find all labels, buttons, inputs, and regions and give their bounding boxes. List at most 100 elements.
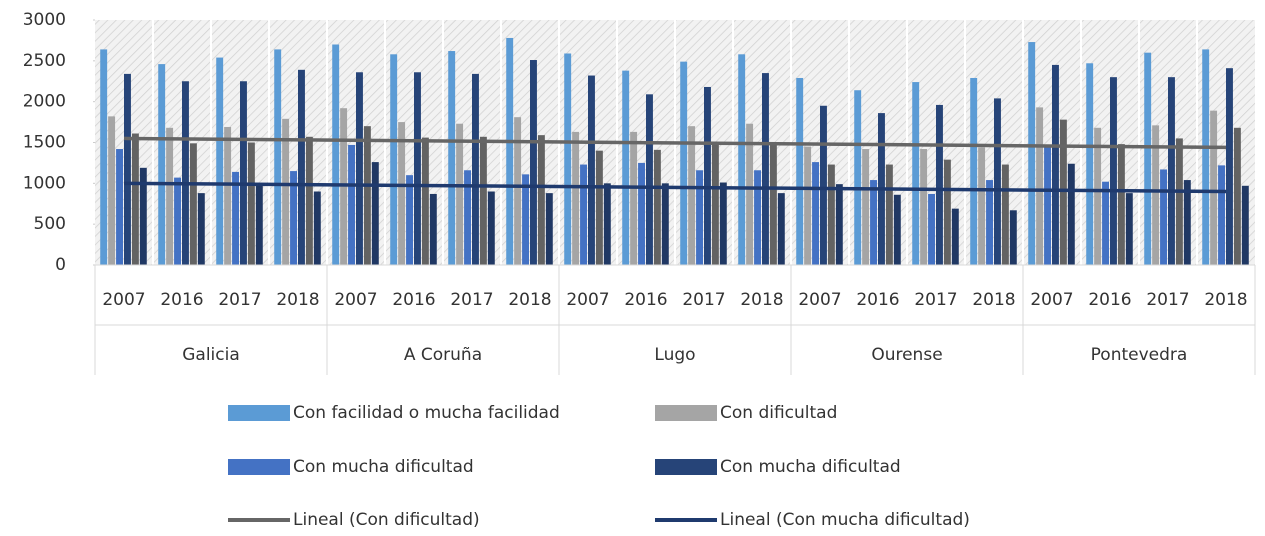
bar bbox=[1226, 68, 1233, 265]
x-tick-label: 2018 bbox=[740, 290, 783, 310]
bar bbox=[139, 167, 147, 265]
bar bbox=[812, 162, 819, 265]
legend-swatch bbox=[655, 405, 717, 421]
bar bbox=[448, 51, 456, 266]
bar bbox=[580, 164, 587, 265]
bar bbox=[305, 136, 313, 265]
bar bbox=[189, 143, 197, 265]
bar bbox=[232, 171, 239, 265]
bar bbox=[1001, 164, 1009, 265]
bar bbox=[1125, 193, 1133, 265]
x-tick-label: 2017 bbox=[914, 290, 957, 310]
legend-label: Con mucha dificultad bbox=[293, 457, 474, 477]
bar bbox=[661, 183, 669, 265]
legend-label: Lineal (Con dificultad) bbox=[293, 510, 480, 530]
bar bbox=[893, 194, 901, 265]
bar bbox=[514, 117, 522, 265]
bar bbox=[912, 82, 920, 265]
bar bbox=[951, 208, 959, 265]
bar bbox=[124, 73, 131, 266]
bar bbox=[746, 123, 754, 265]
bar bbox=[1152, 125, 1160, 265]
x-tick-label: 2007 bbox=[102, 290, 145, 310]
bar bbox=[804, 146, 812, 265]
bar bbox=[166, 127, 174, 265]
y-tick-label: 3000 bbox=[23, 10, 66, 30]
group-label: A Coruña bbox=[404, 345, 482, 365]
bar bbox=[1183, 180, 1191, 265]
bar bbox=[688, 126, 696, 266]
bar bbox=[216, 57, 224, 265]
bar bbox=[564, 53, 572, 265]
bar bbox=[472, 73, 479, 266]
bar bbox=[1044, 147, 1051, 265]
bar bbox=[603, 183, 611, 265]
bar bbox=[1028, 42, 1036, 265]
bar bbox=[398, 122, 406, 265]
bar bbox=[522, 174, 529, 265]
bar bbox=[456, 123, 464, 265]
group-label: Galicia bbox=[182, 345, 240, 365]
x-tick-label: 2017 bbox=[450, 290, 493, 310]
bar bbox=[711, 142, 719, 265]
bar bbox=[506, 37, 514, 265]
legend-label: Lineal (Con mucha dificultad) bbox=[720, 510, 970, 530]
bar bbox=[622, 70, 630, 265]
x-tick-label: 2007 bbox=[566, 290, 609, 310]
x-tick-label: 2016 bbox=[160, 290, 203, 310]
bar bbox=[332, 44, 340, 265]
bar bbox=[1009, 210, 1017, 265]
bar bbox=[158, 64, 166, 265]
trendline bbox=[123, 136, 1227, 150]
legend-swatch bbox=[228, 459, 290, 475]
bar bbox=[1160, 169, 1167, 265]
bar bbox=[680, 61, 688, 266]
bar bbox=[131, 133, 139, 265]
y-tick-label: 0 bbox=[55, 255, 66, 275]
bar bbox=[274, 49, 282, 266]
bar bbox=[994, 98, 1001, 266]
bar bbox=[348, 144, 355, 265]
bar bbox=[638, 162, 645, 265]
y-tick-label: 2500 bbox=[23, 51, 66, 71]
bar bbox=[108, 116, 116, 265]
bar bbox=[646, 94, 653, 265]
legend-label: Con dificultad bbox=[720, 403, 837, 423]
bar bbox=[464, 170, 471, 265]
bar bbox=[762, 73, 769, 265]
bar bbox=[406, 175, 413, 265]
bar bbox=[835, 184, 843, 265]
bar bbox=[479, 136, 487, 265]
x-tick-label: 2007 bbox=[1030, 290, 1073, 310]
bar bbox=[116, 149, 123, 265]
bar bbox=[696, 170, 703, 265]
x-tick-label: 2018 bbox=[508, 290, 551, 310]
bar bbox=[653, 149, 661, 265]
bar bbox=[363, 126, 371, 266]
x-tick-label: 2007 bbox=[798, 290, 841, 310]
bar bbox=[1210, 110, 1218, 266]
y-tick-label: 1500 bbox=[23, 133, 66, 153]
y-tick-label: 500 bbox=[34, 214, 66, 234]
bar bbox=[986, 180, 993, 265]
legend-swatch bbox=[228, 405, 290, 421]
bar bbox=[537, 135, 545, 265]
bar bbox=[754, 170, 761, 265]
bar bbox=[530, 60, 537, 266]
x-tick-label: 2016 bbox=[1088, 290, 1131, 310]
bar bbox=[796, 77, 804, 265]
bar bbox=[1144, 52, 1152, 265]
bar bbox=[777, 193, 785, 265]
bar bbox=[1086, 63, 1094, 266]
y-tick-label: 2000 bbox=[23, 92, 66, 112]
bar bbox=[290, 171, 297, 265]
legend-swatch bbox=[655, 459, 717, 475]
bar bbox=[390, 54, 398, 265]
bar bbox=[1202, 49, 1210, 266]
bar bbox=[854, 90, 862, 265]
bar bbox=[572, 131, 580, 265]
bar bbox=[970, 77, 978, 265]
bar bbox=[1168, 77, 1175, 266]
legend-label: Con mucha dificultad bbox=[720, 457, 901, 477]
x-tick-label: 2017 bbox=[218, 290, 261, 310]
